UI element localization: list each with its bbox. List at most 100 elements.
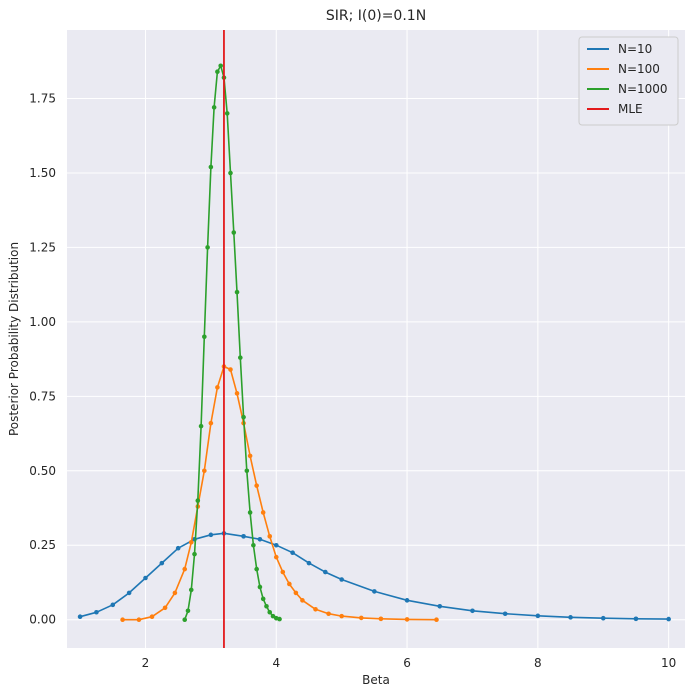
chart-title: SIR; I(0)=0.1N	[326, 8, 426, 24]
data-point	[136, 617, 142, 623]
data-point	[188, 539, 194, 545]
data-point	[234, 391, 240, 396]
data-point	[257, 584, 263, 590]
data-point	[568, 615, 573, 620]
x-axis-label: Beta	[362, 673, 390, 687]
data-point	[159, 560, 165, 566]
data-point	[205, 245, 210, 250]
data-point	[404, 617, 410, 622]
data-point	[185, 608, 191, 614]
data-point	[162, 605, 168, 611]
data-point	[277, 616, 282, 622]
data-point	[218, 63, 223, 69]
data-point	[339, 577, 344, 582]
data-point	[633, 616, 639, 622]
data-point	[378, 616, 384, 622]
y-tick-label: 1.50	[29, 166, 56, 180]
data-point	[211, 105, 217, 110]
data-point	[231, 230, 237, 235]
data-point	[404, 598, 410, 603]
data-point	[600, 615, 606, 621]
y-tick-label: 0.75	[29, 389, 56, 403]
data-point	[273, 542, 279, 548]
x-tick-label: 8	[534, 656, 542, 670]
data-point	[228, 170, 233, 176]
data-point	[77, 614, 83, 620]
data-point	[244, 468, 250, 474]
data-point	[264, 604, 269, 609]
data-point	[260, 510, 266, 515]
data-point	[270, 613, 276, 619]
data-point	[247, 453, 253, 459]
data-point	[208, 532, 214, 538]
data-point	[323, 569, 328, 575]
data-point	[287, 581, 292, 587]
grid	[67, 30, 685, 648]
data-point	[251, 542, 256, 548]
y-tick-label: 0.50	[29, 464, 56, 478]
data-point	[175, 545, 181, 551]
data-point	[535, 613, 541, 619]
data-point	[313, 606, 318, 612]
legend: N=10 N=100 N=1000 MLE	[578, 36, 679, 126]
legend-entry: MLE	[618, 102, 643, 116]
data-point	[234, 289, 240, 295]
data-point	[202, 334, 207, 340]
data-point	[273, 554, 279, 560]
series-layer	[77, 63, 671, 623]
data-point	[372, 589, 377, 594]
y-tick-label: 0.00	[29, 613, 56, 627]
data-point	[339, 613, 344, 619]
data-point	[280, 569, 286, 575]
data-point	[666, 616, 671, 622]
data-point	[290, 550, 295, 555]
x-tick-label: 4	[272, 656, 280, 670]
data-point	[192, 551, 197, 557]
data-point	[437, 604, 443, 609]
data-point	[172, 590, 178, 596]
x-tick-label: 2	[142, 656, 150, 670]
data-point	[195, 498, 201, 503]
x-tick-label: 10	[661, 656, 676, 670]
y-tick-label: 1.00	[29, 315, 56, 329]
y-axis-label: Posterior Probability Distribution	[7, 242, 21, 436]
data-point	[182, 566, 188, 572]
data-point	[257, 536, 263, 542]
data-point	[247, 510, 253, 515]
y-tick-label: 1.25	[29, 240, 56, 254]
data-point	[470, 608, 475, 614]
data-point	[267, 609, 273, 615]
data-point	[254, 566, 259, 572]
data-point	[120, 617, 125, 623]
data-point	[215, 69, 220, 74]
y-tick-label: 0.25	[29, 538, 56, 552]
data-point	[306, 560, 312, 566]
legend-entry: N=1000	[618, 82, 668, 96]
data-point	[228, 367, 233, 372]
data-point	[241, 414, 246, 420]
data-point	[241, 534, 246, 539]
legend-entry: N=10	[618, 42, 652, 56]
data-point	[293, 590, 299, 596]
tick-labels: 2 4 6 8 10 0.00 0.25 0.50 0.75 1.00 1.25 1.50 1.75	[29, 92, 676, 670]
data-point	[143, 575, 148, 581]
data-point	[126, 590, 132, 596]
data-point	[208, 164, 214, 170]
data-point	[326, 611, 331, 617]
x-tick-label: 6	[403, 656, 411, 670]
data-point	[254, 483, 259, 488]
data-point	[182, 617, 188, 623]
data-point	[94, 609, 99, 615]
data-point	[198, 423, 204, 429]
data-point	[110, 602, 116, 608]
data-point	[202, 468, 207, 474]
data-point	[434, 617, 439, 623]
data-point	[300, 598, 305, 603]
legend-box	[578, 36, 679, 126]
data-point	[260, 596, 266, 602]
data-point	[224, 111, 230, 116]
data-point	[502, 611, 508, 617]
data-point	[238, 355, 243, 360]
legend-entry: N=100	[618, 62, 660, 76]
